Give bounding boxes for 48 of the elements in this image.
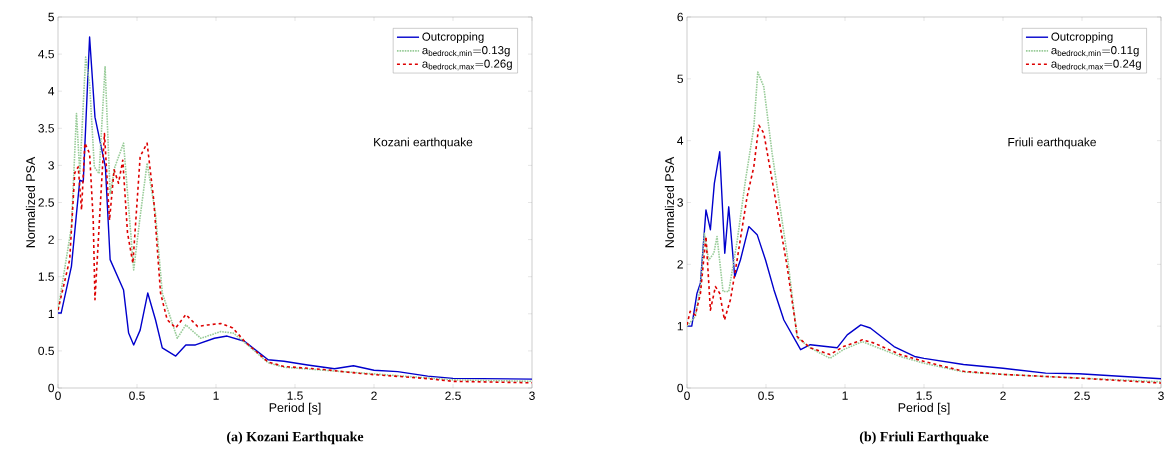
y-tick-label: 1 <box>48 309 54 318</box>
legend-label: $\mathrm{a}_{\mathrm{bedrock,min}}\mathrm{{=}0.11g}$ <box>1051 46 1139 58</box>
text: (b) Friuli Earthquake <box>859 431 989 445</box>
x-axis-title: Period [s] <box>269 402 321 415</box>
y-tick-label: 2 <box>677 260 683 269</box>
annotation: Friuli earthquake <box>1008 137 1096 149</box>
x-tick-label: 3 <box>529 391 535 400</box>
y-tick-label: 6 <box>677 12 683 22</box>
y-tick-label: 3 <box>677 198 683 207</box>
y-tick-label: 2 <box>48 235 54 244</box>
legend-label: $\mathrm{a}_{\mathrm{bedrock,max}}\mathrm{{=}0.26g}$ <box>422 59 512 71</box>
x-tick-label: 2.5 <box>445 391 461 400</box>
text: (a) Kozani Earthquake <box>227 431 364 445</box>
y-axis-title: Normalized PSA <box>25 156 36 248</box>
y-tick-label: 5 <box>677 74 683 83</box>
y-axis-title: Normalized PSA <box>664 156 674 248</box>
x-tick-label: 1.5 <box>916 391 932 400</box>
x-tick-label: 2 <box>1000 391 1006 400</box>
legend-label: Outcropping <box>422 32 484 43</box>
y-tick-label: 2.5 <box>38 198 54 207</box>
x-tick-label: 0 <box>55 391 61 400</box>
line-series <box>58 132 532 384</box>
x-tick-label: 2 <box>371 391 377 400</box>
x-tick-label: 2.5 <box>1074 391 1090 400</box>
x-tick-label: 0 <box>684 391 690 400</box>
y-tick-label: 1.5 <box>38 272 54 281</box>
x-tick-label: 1.5 <box>287 391 303 400</box>
y-tick-label: 0.5 <box>38 346 54 356</box>
y-tick-label: 4.5 <box>38 49 54 59</box>
x-tick-label: 0.5 <box>129 391 145 400</box>
y-tick-label: 0 <box>48 383 55 393</box>
annotation: Kozani earthquake <box>374 137 473 149</box>
y-tick-label: 4 <box>48 87 55 96</box>
x-tick-label: 1 <box>213 391 219 400</box>
y-tick-label: 4 <box>677 136 684 145</box>
x-tick-label: 0.5 <box>758 391 774 400</box>
x-tick-label: 1 <box>842 391 848 400</box>
y-tick-label: 0 <box>677 383 684 393</box>
y-tick-label: 3.5 <box>38 124 54 133</box>
legend-label: $\mathrm{a}_{\mathrm{bedrock,min}}\mathrm{{=}0.13g}$ <box>422 46 510 58</box>
line-series <box>687 71 1162 383</box>
legend-label: $\mathrm{a}_{\mathrm{bedrock,max}}\mathrm{{=}0.24g}$ <box>1051 59 1141 71</box>
x-axis-title: Period [s] <box>898 402 950 415</box>
x-tick-label: 3 <box>1158 391 1164 400</box>
y-tick-label: 3 <box>48 161 54 170</box>
y-tick-label: 1 <box>677 322 683 331</box>
y-tick-label: 5 <box>48 12 54 22</box>
legend-label: Outcropping <box>1051 32 1113 43</box>
